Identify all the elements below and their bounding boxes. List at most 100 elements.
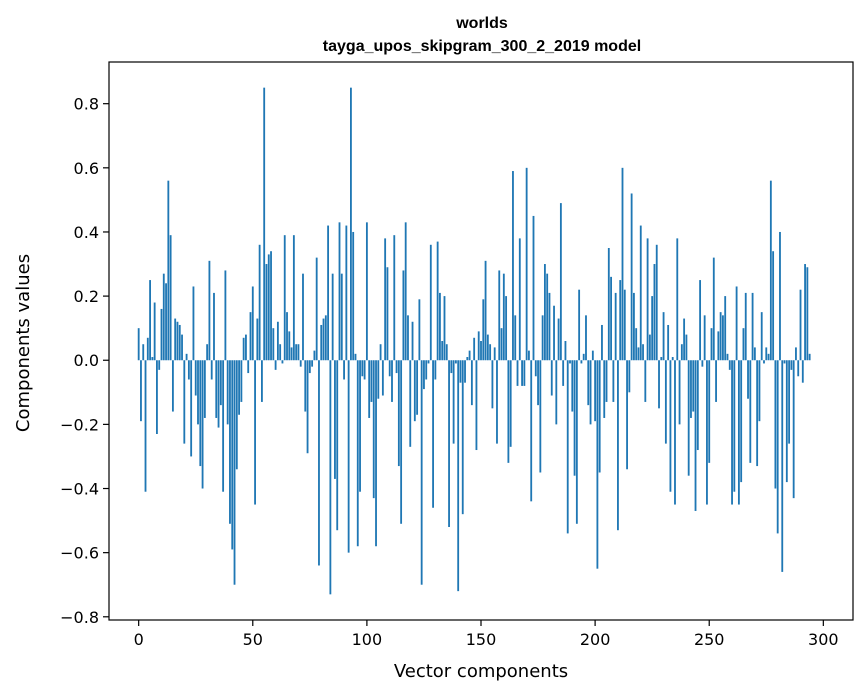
bar-42 bbox=[233, 360, 236, 585]
bar-185 bbox=[559, 203, 562, 361]
bar-165 bbox=[514, 315, 517, 361]
bar-167 bbox=[518, 238, 521, 361]
bar-38 bbox=[224, 270, 227, 361]
bar-59 bbox=[272, 328, 275, 361]
bar-107 bbox=[381, 360, 384, 396]
y-tick-label: 0.0 bbox=[74, 351, 99, 370]
bar-283 bbox=[783, 360, 786, 364]
bar-76 bbox=[311, 360, 314, 367]
bar-180 bbox=[548, 292, 551, 361]
bar-2 bbox=[142, 344, 145, 361]
bar-274 bbox=[763, 360, 765, 364]
bar-143 bbox=[464, 360, 466, 383]
bar-241 bbox=[687, 360, 690, 476]
y-tick-label: 0.4 bbox=[74, 223, 99, 242]
bar-178 bbox=[543, 264, 546, 361]
bar-103 bbox=[372, 360, 375, 499]
bar-245 bbox=[696, 360, 699, 451]
bar-128 bbox=[429, 244, 432, 361]
bar-14 bbox=[169, 235, 172, 361]
bar-155 bbox=[491, 360, 494, 409]
bar-25 bbox=[194, 360, 197, 396]
bar-141 bbox=[459, 360, 462, 383]
bar-34 bbox=[215, 360, 218, 418]
bar-170 bbox=[525, 167, 528, 361]
bar-171 bbox=[528, 350, 530, 361]
bar-78 bbox=[315, 257, 318, 361]
x-tick-label: 150 bbox=[466, 630, 497, 649]
bar-83 bbox=[327, 225, 330, 361]
bar-30 bbox=[206, 344, 209, 361]
bar-238 bbox=[680, 344, 683, 361]
bar-111 bbox=[391, 360, 393, 402]
bar-269 bbox=[751, 292, 754, 361]
bar-201 bbox=[596, 360, 599, 569]
bar-91 bbox=[345, 225, 348, 361]
bar-74 bbox=[306, 360, 309, 454]
bar-217 bbox=[633, 292, 635, 361]
bar-105 bbox=[377, 360, 380, 399]
bar-72 bbox=[302, 273, 304, 361]
bar-89 bbox=[340, 273, 343, 361]
bar-6 bbox=[151, 357, 154, 361]
bar-255 bbox=[719, 312, 722, 361]
bar-272 bbox=[758, 360, 761, 422]
bar-33 bbox=[213, 292, 215, 361]
bar-163 bbox=[509, 360, 512, 447]
bar-220 bbox=[639, 225, 642, 361]
bar-79 bbox=[318, 360, 320, 566]
bar-125 bbox=[423, 360, 425, 390]
y-tick-label: −0.6 bbox=[60, 544, 99, 563]
bar-248 bbox=[703, 315, 706, 361]
bar-130 bbox=[434, 360, 437, 380]
bar-5 bbox=[149, 280, 151, 361]
bar-65 bbox=[286, 312, 288, 361]
bar-246 bbox=[699, 280, 702, 361]
bar-151 bbox=[482, 299, 485, 361]
bar-139 bbox=[454, 360, 457, 364]
bar-261 bbox=[733, 360, 736, 492]
bar-260 bbox=[731, 360, 733, 505]
bar-215 bbox=[628, 360, 631, 393]
bar-31 bbox=[208, 260, 211, 361]
bar-208 bbox=[612, 360, 615, 402]
bar-56 bbox=[265, 264, 268, 361]
bar-169 bbox=[523, 360, 526, 386]
bar-227 bbox=[655, 244, 658, 361]
bar-52 bbox=[256, 318, 259, 361]
bar-55 bbox=[263, 87, 266, 361]
bar-60 bbox=[274, 360, 277, 370]
y-tick-label: −0.2 bbox=[60, 415, 99, 434]
bar-11 bbox=[162, 273, 165, 361]
bar-161 bbox=[505, 296, 508, 361]
bar-213 bbox=[623, 289, 626, 361]
bar-166 bbox=[516, 360, 519, 386]
bar-61 bbox=[276, 321, 279, 361]
bar-200 bbox=[594, 360, 597, 422]
bar-258 bbox=[726, 353, 729, 361]
bar-12 bbox=[165, 283, 167, 361]
bar-109 bbox=[386, 267, 389, 361]
bar-206 bbox=[607, 248, 610, 361]
bar-172 bbox=[530, 360, 533, 502]
bar-275 bbox=[765, 347, 768, 361]
bar-70 bbox=[297, 344, 300, 361]
bar-44 bbox=[238, 360, 240, 415]
bar-119 bbox=[409, 360, 412, 447]
bar-159 bbox=[500, 328, 503, 361]
bar-276 bbox=[767, 353, 770, 361]
bar-237 bbox=[678, 360, 681, 425]
bar-117 bbox=[404, 222, 407, 361]
bar-68 bbox=[292, 235, 295, 361]
bar-197 bbox=[587, 360, 590, 406]
bar-116 bbox=[402, 270, 405, 361]
bar-3 bbox=[144, 360, 147, 492]
bar-240 bbox=[685, 334, 688, 361]
bar-233 bbox=[669, 360, 672, 492]
bar-294 bbox=[808, 353, 811, 361]
bar-96 bbox=[356, 360, 359, 547]
bar-243 bbox=[692, 360, 695, 412]
bar-84 bbox=[329, 360, 332, 595]
bar-225 bbox=[651, 296, 654, 361]
bar-40 bbox=[229, 360, 231, 524]
